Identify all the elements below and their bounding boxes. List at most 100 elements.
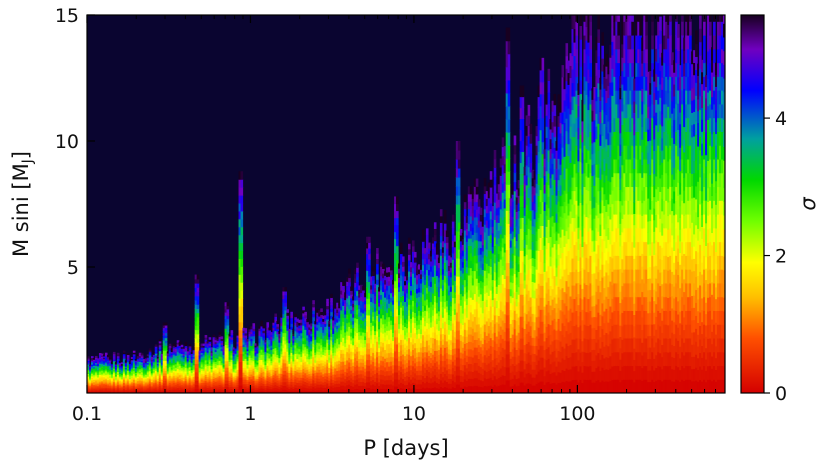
heatmap-cell (248, 328, 252, 332)
heatmap-cell (166, 363, 170, 366)
heatmap-cell (236, 343, 240, 347)
heatmap-cell (376, 346, 379, 353)
heatmap-cell (366, 337, 369, 344)
heatmap-cell (374, 287, 377, 293)
heatmap-cell (142, 376, 146, 378)
heatmap-cell (380, 341, 383, 347)
heatmap-cell (200, 378, 204, 382)
heatmap-cell (396, 350, 399, 359)
heatmap-cell (358, 300, 361, 306)
heatmap-cell (308, 370, 311, 375)
heatmap-cell (96, 363, 100, 366)
heatmap-cell (260, 385, 264, 389)
heatmap-cell (252, 335, 256, 339)
heatmap-cell (130, 363, 134, 366)
heatmap-cell (126, 370, 130, 373)
heatmap-cell (224, 383, 228, 388)
heatmap-cell (96, 378, 100, 380)
heatmap-cell (114, 377, 118, 380)
heatmap-cell (126, 368, 130, 371)
heatmap-cell (284, 294, 287, 300)
heatmap-cell (294, 316, 297, 321)
heatmap-cell (427, 366, 431, 373)
heatmap-cell (294, 384, 297, 388)
heatmap-cell (316, 336, 319, 340)
heatmap-cell (238, 274, 242, 283)
heatmap-cell (310, 365, 313, 369)
heatmap-cell (266, 375, 270, 379)
heatmap-cell (310, 335, 313, 339)
heatmap-cell (184, 341, 188, 345)
heatmap-cell (240, 321, 244, 331)
heatmap-cell (140, 363, 144, 366)
heatmap-cell (344, 303, 347, 308)
heatmap-cell (344, 342, 347, 347)
heatmap-cell (282, 321, 285, 326)
heatmap-cell (276, 338, 279, 343)
heatmap-cell (160, 365, 164, 367)
heatmap-cell (208, 361, 212, 364)
heatmap-cell (350, 316, 353, 322)
heatmap-cell (324, 320, 327, 324)
heatmap-cell (348, 281, 351, 287)
heatmap-cell (158, 377, 162, 381)
heatmap-cell (182, 364, 186, 367)
heatmap-cell (268, 371, 272, 375)
heatmap-cell (192, 373, 196, 376)
heatmap-cell (108, 378, 112, 381)
heatmap-cell (244, 376, 248, 380)
heatmap-cell (162, 332, 166, 336)
heatmap-cell (122, 382, 126, 385)
heatmap-cell (152, 376, 156, 379)
heatmap-column (150, 356, 154, 393)
heatmap-cell (246, 381, 250, 384)
heatmap-cell (344, 317, 347, 322)
heatmap-cell (284, 389, 287, 393)
heatmap-cell (411, 262, 415, 269)
heatmap-cell (248, 385, 252, 389)
heatmap-cell (156, 375, 160, 378)
heatmap-cell (152, 372, 156, 375)
heatmap-cell (158, 367, 162, 371)
heatmap-cell (280, 359, 283, 363)
heatmap-cell (407, 259, 411, 266)
heatmap-cell (258, 359, 262, 363)
heatmap-cell (398, 383, 401, 389)
heatmap-cell (290, 326, 293, 330)
heatmap-cell (360, 358, 363, 363)
heatmap-cell (232, 350, 236, 353)
heatmap-column (216, 336, 220, 393)
heatmap-cell (292, 349, 295, 353)
heatmap-cell (118, 366, 122, 369)
heatmap-cell (386, 343, 389, 349)
heatmap-cell (100, 371, 104, 374)
heatmap-cell (248, 369, 252, 373)
heatmap-cell (88, 388, 92, 391)
heatmap-cell (312, 349, 315, 354)
heatmap-cell (188, 354, 192, 357)
heatmap-cell (262, 368, 266, 372)
heatmap-cell (188, 391, 192, 393)
heatmap-cell (290, 320, 293, 324)
heatmap-cell (90, 360, 94, 362)
heatmap-cell (240, 305, 244, 315)
heatmap-cell (388, 303, 391, 309)
heatmap-cell (218, 382, 222, 385)
heatmap-cell (144, 369, 148, 372)
heatmap-cell (312, 353, 315, 358)
heatmap-cell (388, 289, 391, 295)
heatmap-cell (286, 390, 289, 393)
heatmap-cell (252, 360, 256, 364)
heatmap-cell (140, 378, 144, 381)
heatmap-cell (112, 369, 116, 372)
heatmap-cell (144, 378, 148, 381)
heatmap-cell (268, 346, 272, 350)
heatmap-cell (102, 386, 106, 389)
heatmap-cell (224, 386, 228, 391)
heatmap-cell (182, 348, 186, 351)
heatmap-cell (248, 331, 252, 335)
heatmap-cell (284, 370, 287, 375)
heatmap-column (310, 323, 313, 393)
heatmap-cell (354, 308, 357, 314)
heatmap-cell (308, 373, 311, 377)
